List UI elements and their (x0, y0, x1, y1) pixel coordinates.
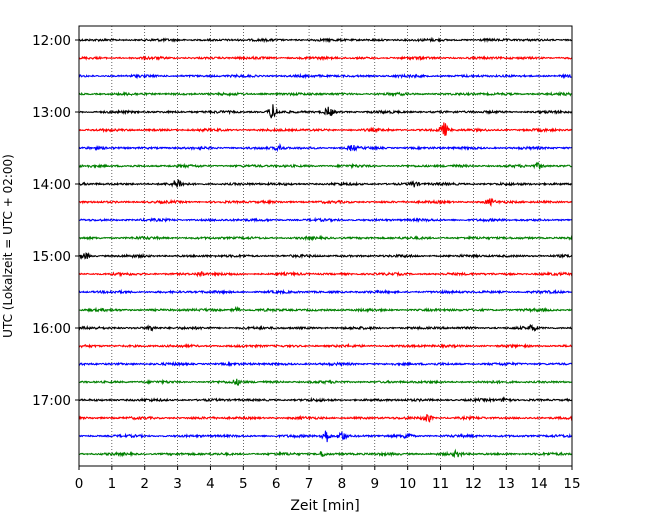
x-tick-label: 5 (239, 476, 248, 492)
x-tick-label: 14 (531, 476, 548, 492)
plot-area (79, 26, 572, 466)
grid-lines (111, 26, 540, 466)
x-axis: 0 1 2 3 4 5 6 7 8 9 10 11 12 13 14 15 (75, 466, 581, 492)
x-tick-label: 8 (338, 476, 347, 492)
x-tick-label: 11 (432, 476, 449, 492)
seismic-trace (78, 342, 573, 350)
seismic-trace (78, 178, 573, 188)
seismic-trace (78, 378, 573, 386)
seismic-trace (78, 252, 573, 260)
y-axis: 12:00 13:00 14:00 15:00 16:00 17:00 (32, 33, 79, 409)
x-tick-label: 3 (173, 476, 182, 492)
x-tick-label: 13 (498, 476, 515, 492)
seismic-trace (78, 288, 573, 296)
seismic-trace (78, 104, 573, 119)
x-tick-label: 0 (75, 476, 84, 492)
y-tick-label: 17:00 (32, 393, 71, 409)
x-tick-label: 7 (305, 476, 314, 492)
seismic-trace (78, 197, 573, 207)
seismic-trace (78, 414, 573, 423)
y-axis-label: UTC (Lokalzeit = UTC + 02:00) (1, 154, 15, 338)
x-tick-label: 10 (399, 476, 416, 492)
seismic-trace (78, 90, 573, 97)
seismic-trace (78, 55, 573, 62)
x-tick-label: 2 (140, 476, 149, 492)
seismic-trace (78, 448, 573, 458)
seismic-trace (78, 360, 573, 368)
seismic-trace (78, 430, 573, 443)
y-tick-label: 15:00 (32, 249, 71, 265)
seismic-trace (78, 270, 573, 278)
x-tick-label: 1 (108, 476, 117, 492)
seismic-traces (78, 36, 573, 458)
seismic-trace (78, 216, 573, 223)
seismic-trace (78, 323, 573, 332)
x-axis-label: Zeit [min] (290, 498, 359, 514)
y-tick-label: 14:00 (32, 177, 71, 193)
seismic-trace (78, 234, 573, 242)
seismic-trace (78, 142, 573, 153)
x-tick-label: 15 (563, 476, 580, 492)
seismic-trace (78, 72, 573, 80)
seismic-trace (78, 305, 573, 314)
plot-frame (78, 25, 573, 467)
seismic-trace (78, 161, 573, 170)
y-tick-label: 12:00 (32, 33, 71, 49)
x-tick-label: 12 (465, 476, 482, 492)
seismic-trace (78, 36, 573, 44)
seismic-trace (78, 122, 573, 136)
y-tick-label: 16:00 (32, 321, 71, 337)
x-tick-label: 9 (371, 476, 380, 492)
seismic-trace (78, 395, 573, 404)
x-tick-label: 4 (206, 476, 215, 492)
x-tick-label: 6 (272, 476, 281, 492)
y-tick-label: 13:00 (32, 105, 71, 121)
